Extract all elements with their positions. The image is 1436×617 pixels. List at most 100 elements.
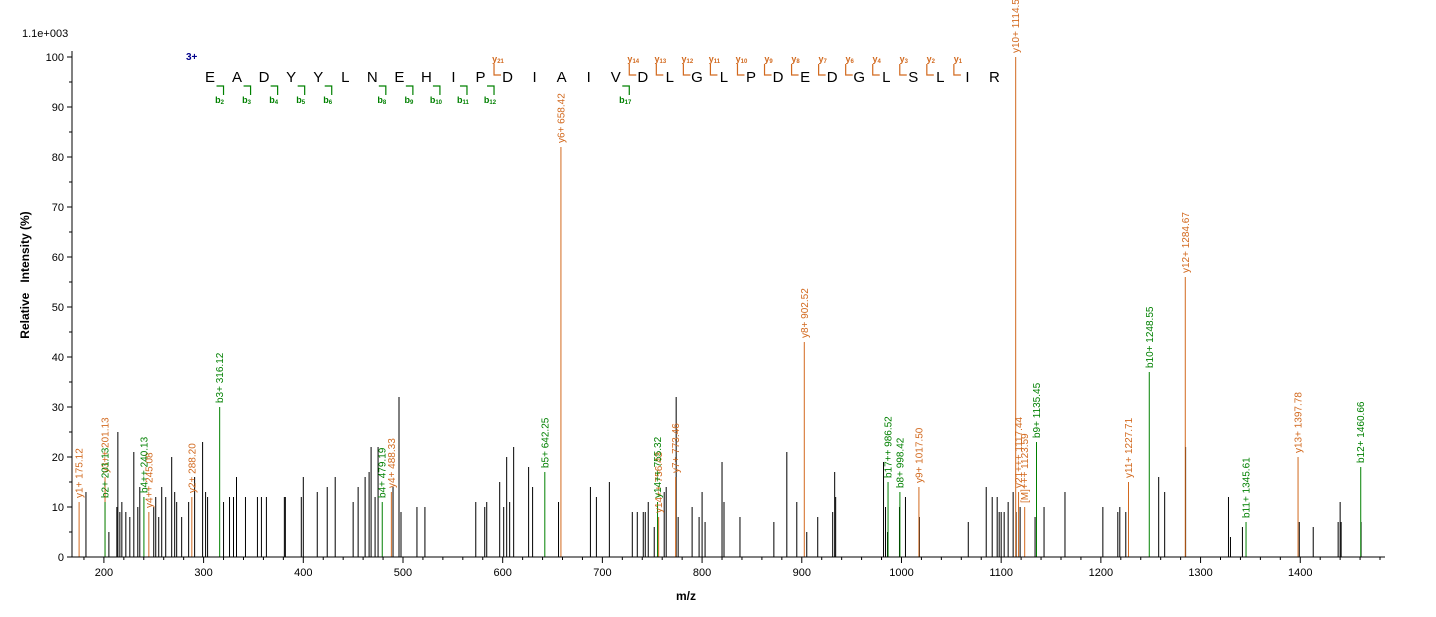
y-ion-peak-label: y8+ 902.52 — [800, 288, 811, 338]
b-ion-peak-label: b11+ 1345.61 — [1242, 457, 1253, 518]
b-ion-peak-label: b3+ 316.12 — [215, 352, 226, 403]
y-ion-peak-label: y3++ 201.13 — [101, 417, 112, 473]
sequence-residue: D — [773, 69, 784, 86]
b-ion-bracket — [405, 85, 414, 95]
sequence-residue: Y — [313, 69, 323, 86]
sequence-residue: E — [394, 69, 404, 86]
sequence-residue: S — [908, 69, 918, 86]
y-ion-peak-label: y4+ 488.33 — [387, 438, 398, 488]
y-ion-peak-label: y9+ 1017.50 — [914, 427, 925, 483]
b-ion-peak-label: b12+ 1460.66 — [1356, 401, 1367, 463]
y-ion-tag: y14 — [627, 54, 639, 65]
b-ion-bracket — [243, 85, 252, 95]
y-ion-tag: y10 — [736, 54, 748, 65]
sequence-residue: G — [853, 69, 865, 86]
y-tick-label: 0 — [58, 552, 64, 564]
intensity-scale-label: 1.1e+003 — [22, 28, 68, 40]
b-ion-tag: b3 — [242, 95, 252, 106]
sequence-residue: N — [367, 69, 378, 86]
y-ion-peak-label: [M]+++ 1123.59 — [1020, 433, 1031, 503]
sequence-residue: I — [587, 69, 591, 86]
b-ion-bracket — [432, 85, 441, 95]
y-ion-peak-label: y11+ 1227.71 — [1124, 417, 1135, 478]
b-ion-bracket — [378, 85, 387, 95]
b-ion-bracket — [487, 85, 495, 95]
y-ion-bracket — [845, 64, 853, 76]
axes-layer: 0 10 20 30 40 50 60 70 80 90 100 200 300 400 500 600 700… — [46, 51, 1385, 579]
peaks-layer — [78, 57, 1362, 557]
y-ion-tag: y2 — [927, 54, 936, 65]
sequence-residue: I — [533, 69, 537, 86]
b-ion-peak-label: y14++ 755.32 — [653, 436, 664, 498]
sequence-residue: L — [936, 69, 944, 86]
y-axis-title: Relative Intensity (%) — [18, 211, 32, 338]
y-tick-label: 30 — [52, 402, 64, 414]
sequence-residue: P — [746, 69, 756, 86]
y-tick-label: 70 — [52, 202, 64, 214]
y-ion-tag: y9 — [764, 54, 773, 65]
y-ion-peak-label: y10+ 1114.56 — [1011, 0, 1022, 53]
b-ion-tag: b12 — [484, 95, 497, 106]
y-ion-peak-label: y21+++ 1117.44 — [1014, 416, 1025, 488]
x-tick-label: 900 — [793, 567, 811, 579]
y-ion-peak-label: y13+ 1397.78 — [1294, 392, 1305, 453]
y-tick-label: 40 — [52, 352, 64, 364]
y-ion-tag: y1 — [954, 54, 963, 65]
x-tick-label: 400 — [294, 567, 312, 579]
b-ion-tag: b10 — [430, 95, 443, 106]
x-tick-label: 1000 — [889, 567, 913, 579]
b-ion-bracket — [324, 85, 333, 95]
y-ion-bracket — [628, 64, 637, 76]
charge-state-label: 3+ — [186, 52, 198, 63]
sequence-residue: P — [475, 69, 485, 86]
x-tick-label: 300 — [194, 567, 212, 579]
y-ion-bracket — [682, 64, 691, 76]
y-ion-peak-label: y12+ 1284.67 — [1181, 212, 1192, 273]
b-ion-tag: b9 — [404, 95, 414, 106]
y-ion-tag: y11 — [709, 54, 721, 65]
b-ion-bracket — [216, 85, 225, 95]
y-ion-peak-label: y2+ 288.20 — [187, 443, 198, 493]
y-tick-label: 100 — [46, 52, 64, 64]
y-ion-bracket — [493, 64, 502, 76]
b-ion-bracket — [270, 85, 279, 95]
sequence-residue: E — [205, 69, 215, 86]
b-ion-peak-label: b17++ 986.52 — [884, 416, 895, 478]
y-tick-label: 10 — [52, 502, 64, 514]
sequence-residue: L — [666, 69, 674, 86]
y-ion-tag: y3 — [900, 54, 909, 65]
sequence-residue: A — [232, 69, 242, 86]
y-ion-tag: y4 — [873, 54, 882, 65]
b-ion-bracket — [622, 85, 630, 95]
x-tick-label: 800 — [693, 567, 711, 579]
sequence-residue: D — [502, 69, 513, 86]
x-tick-label: 500 — [394, 567, 412, 579]
y-ion-bracket — [953, 64, 961, 76]
y-ion-bracket — [655, 64, 664, 76]
sequence-residue: Y — [286, 69, 296, 86]
sequence-residue: D — [259, 69, 270, 86]
x-tick-label: 600 — [494, 567, 512, 579]
y-ion-peak-label: y6+ 658.42 — [556, 93, 567, 143]
sequence-residue: E — [800, 69, 810, 86]
b-ion-peak-label: b5+ 642.25 — [540, 417, 551, 468]
b-ion-tag: b4 — [269, 95, 279, 106]
sequence-residue: L — [882, 69, 890, 86]
y-tick-label: 80 — [52, 152, 64, 164]
peak-labels-layer: y1+ 175.12 y3++ 201.13 y4++ 245.08 y2+ 288.… — [75, 0, 1368, 518]
b-ion-bracket — [459, 85, 468, 95]
y-ion-bracket — [736, 64, 745, 76]
sequence-residue: A — [557, 69, 567, 86]
x-axis-title: m/z — [676, 589, 696, 603]
x-tick-label: 1200 — [1089, 567, 1113, 579]
y-ion-bracket — [790, 64, 799, 76]
y-tick-label: 60 — [52, 252, 64, 264]
y-ion-peak-label: y14++ 756.43 — [654, 451, 665, 513]
b-ion-tag: b2 — [215, 95, 225, 106]
b-ion-peak-label: b4++ 240.13 — [139, 436, 150, 493]
b-ion-peak-label: b2+ 201.13 — [101, 447, 112, 498]
y-ion-bracket — [818, 64, 826, 76]
sequence-residue: I — [451, 69, 455, 86]
